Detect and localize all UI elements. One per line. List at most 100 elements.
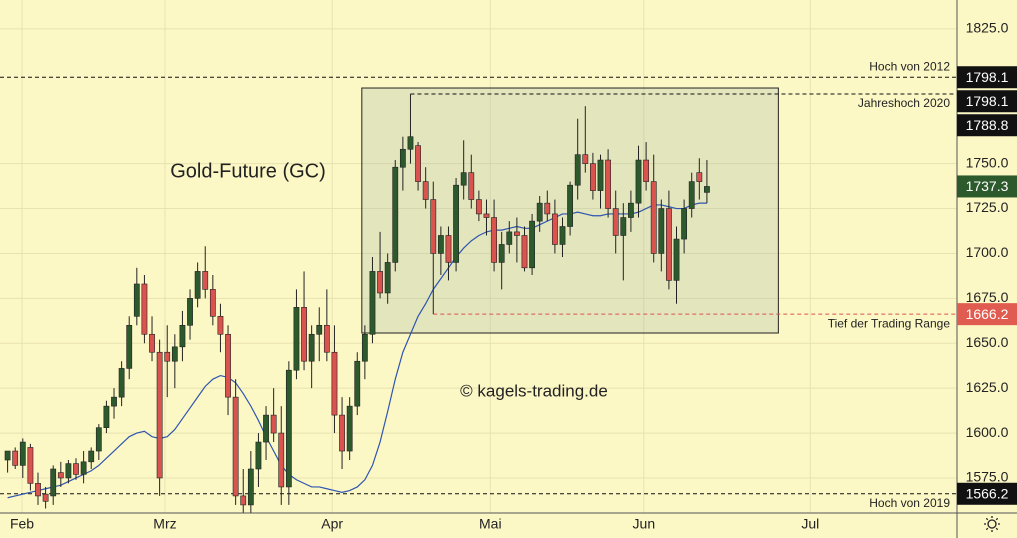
x-tick-label: Feb bbox=[10, 516, 34, 532]
candle-body bbox=[551, 213, 558, 245]
candle-body bbox=[247, 468, 254, 506]
y-tick-label: 1750.0 bbox=[966, 154, 1009, 170]
candle-body bbox=[308, 333, 315, 362]
price-tag-label: 1788.8 bbox=[966, 117, 1009, 133]
candle-body bbox=[194, 271, 201, 299]
candle-body bbox=[187, 298, 193, 326]
candle-body bbox=[240, 495, 247, 506]
candle-body bbox=[65, 463, 72, 479]
level-label: Jahreshoch 2020 bbox=[858, 96, 950, 110]
candle-body bbox=[377, 271, 383, 294]
candle-body bbox=[384, 262, 391, 294]
y-tick-label: 1675.0 bbox=[966, 289, 1009, 305]
candle-body bbox=[339, 414, 345, 452]
candle-body bbox=[149, 333, 155, 353]
candle-body bbox=[217, 316, 224, 335]
candle-body bbox=[255, 441, 262, 470]
candle-body bbox=[430, 199, 437, 254]
candle-body bbox=[361, 333, 368, 362]
candle-body bbox=[42, 493, 49, 502]
candle-body bbox=[88, 450, 95, 463]
candle-body bbox=[445, 235, 452, 263]
candle-body bbox=[164, 351, 171, 362]
candle-body bbox=[453, 184, 459, 263]
candle-body bbox=[285, 369, 292, 488]
candle-body bbox=[354, 360, 361, 407]
price-tag bbox=[957, 66, 1017, 89]
candle-body bbox=[506, 231, 513, 245]
candle-body bbox=[422, 181, 429, 200]
candle-body bbox=[118, 368, 125, 398]
candle-body bbox=[323, 324, 330, 353]
candle-body bbox=[628, 202, 634, 218]
candle-body bbox=[491, 217, 497, 263]
candle-body bbox=[574, 154, 581, 186]
candle-body bbox=[179, 324, 186, 348]
candle-body bbox=[643, 159, 650, 182]
price-tag bbox=[957, 90, 1017, 113]
candle-body bbox=[103, 405, 110, 428]
candle-body bbox=[658, 208, 665, 254]
price-tag bbox=[957, 482, 1017, 505]
candle-body bbox=[141, 283, 148, 335]
x-tick-label: Mai bbox=[479, 516, 502, 532]
axes: 1575.0 1600.0 1625.0 1650.0 1675.0 1700.0 1725… bbox=[10, 20, 1017, 532]
level-label: Hoch von 2019 bbox=[869, 496, 950, 510]
candle-body bbox=[704, 186, 710, 193]
candle-body bbox=[95, 427, 102, 452]
candle-body bbox=[559, 226, 566, 245]
candle-body bbox=[567, 184, 573, 227]
candle-body bbox=[50, 468, 57, 497]
candle-body bbox=[582, 154, 589, 164]
candle-body bbox=[483, 213, 490, 218]
candle-body bbox=[4, 450, 11, 461]
price-tag-label: 1798.1 bbox=[966, 69, 1009, 85]
candle-body bbox=[673, 238, 680, 281]
watermark: © kagels-trading.de bbox=[460, 381, 608, 400]
y-tick-label: 1600.0 bbox=[966, 424, 1009, 440]
candle-body bbox=[171, 346, 178, 362]
plot-area: Gold-Future (GC) © kagels-trading.de Hoch … bbox=[0, 0, 957, 513]
price-tag bbox=[957, 114, 1017, 137]
candle-body bbox=[202, 271, 209, 290]
price-tag bbox=[957, 175, 1017, 198]
x-tick-label: Apr bbox=[321, 516, 343, 532]
y-tick-label: 1825.0 bbox=[966, 20, 1009, 36]
candle-body bbox=[536, 202, 543, 222]
candle-body bbox=[681, 208, 688, 240]
candle-body bbox=[399, 148, 406, 168]
candle-body bbox=[468, 172, 475, 200]
price-tag-label: 1798.1 bbox=[966, 93, 1009, 109]
candle-body bbox=[415, 145, 421, 182]
price-tag bbox=[957, 303, 1017, 326]
candle-body bbox=[529, 220, 535, 269]
candle-body bbox=[316, 324, 323, 335]
candle-body bbox=[650, 181, 657, 254]
candle-body bbox=[513, 231, 520, 236]
candle-body bbox=[612, 208, 619, 236]
candle-body bbox=[126, 324, 133, 369]
settings-icon[interactable] bbox=[984, 516, 1000, 532]
candle-body bbox=[521, 235, 528, 269]
y-tick-label: 1575.0 bbox=[966, 469, 1009, 485]
candle-body bbox=[80, 461, 87, 475]
x-tick-label: Mrz bbox=[153, 516, 176, 532]
price-tag-label: 1737.3 bbox=[966, 178, 1009, 194]
candle-body bbox=[437, 235, 444, 254]
candle-body bbox=[232, 396, 239, 497]
candle-body bbox=[301, 307, 307, 362]
candle-body bbox=[19, 441, 26, 466]
candle-body bbox=[635, 159, 642, 204]
candle-body bbox=[696, 172, 703, 182]
candle-body bbox=[278, 432, 285, 488]
candle-body bbox=[597, 159, 604, 191]
candle-body bbox=[35, 483, 41, 497]
x-tick-label: Jul bbox=[801, 516, 819, 532]
candle-body bbox=[346, 405, 353, 452]
candle-body bbox=[589, 163, 596, 191]
candle-body bbox=[263, 414, 269, 443]
candle-body bbox=[225, 333, 231, 398]
candle-body bbox=[156, 351, 163, 479]
